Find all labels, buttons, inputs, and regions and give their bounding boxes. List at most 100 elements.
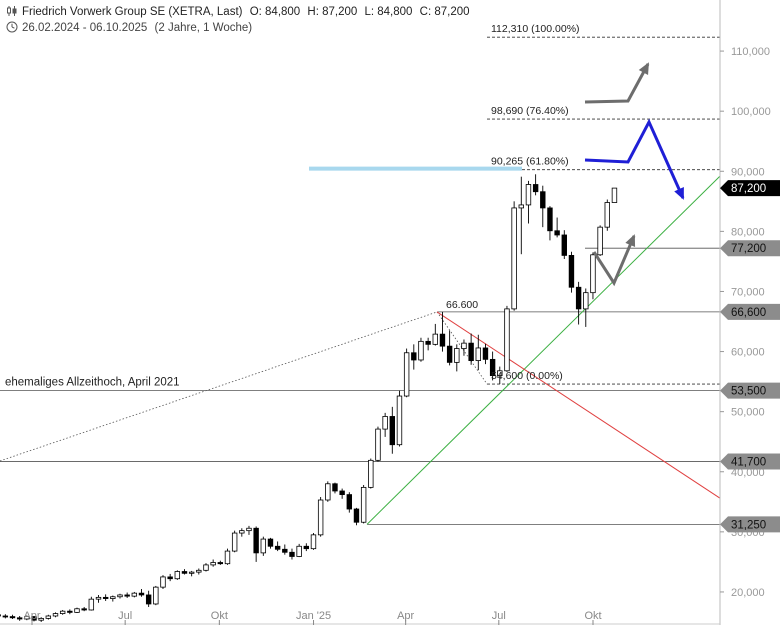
trend-lines xyxy=(0,175,721,525)
candle-up xyxy=(475,347,481,361)
candle-down xyxy=(282,548,288,553)
y-tick-label: 110,000 xyxy=(731,46,770,58)
uptrend-line xyxy=(366,175,721,525)
price-level-badge xyxy=(720,453,780,470)
price-level-label: 41,700 xyxy=(731,457,766,469)
candle-down xyxy=(411,352,417,361)
candle-down xyxy=(468,342,474,361)
candle-up xyxy=(188,571,195,574)
candle-down xyxy=(339,490,345,495)
peak-annotation: 66.600 xyxy=(446,299,478,311)
candle-down xyxy=(167,576,173,580)
candle-up xyxy=(231,532,238,552)
y-tick-label: 90,000 xyxy=(731,166,765,178)
price-level-badge xyxy=(720,303,780,320)
instrument-title: Friedrich Vorwerk Group SE (XETRA, Last) xyxy=(22,6,243,18)
fib-connector-line xyxy=(436,311,488,385)
candle-up xyxy=(203,564,209,571)
candle-up xyxy=(511,207,517,310)
price-level-label: 31,250 xyxy=(731,519,766,531)
candle-up xyxy=(403,352,410,397)
candle-up xyxy=(95,596,102,600)
candle-down xyxy=(181,571,188,574)
x-tick-label: Apr xyxy=(23,610,40,622)
x-tick-label: Okt xyxy=(584,610,601,622)
ath-annotation: ehemaliges Allzeithoch, April 2021 xyxy=(5,377,180,389)
candle-up xyxy=(518,204,524,209)
high-value: H: 87,200 xyxy=(307,6,358,18)
fibonacci-label: 112,310 (100.00%) xyxy=(491,23,580,35)
date-range: 26.02.2024 - 06.10.2025 xyxy=(22,22,148,34)
y-tick-label: 40,000 xyxy=(731,467,765,479)
candle-up xyxy=(296,545,302,557)
candle-down xyxy=(346,494,353,510)
candle-up xyxy=(497,370,503,377)
price-level-badge xyxy=(720,382,780,399)
price-axis: 20,00030,00040,00050,00060,00070,00080,0… xyxy=(719,0,780,625)
y-tick-label: 20,000 xyxy=(731,587,765,599)
candle-up xyxy=(110,596,116,599)
candle-down xyxy=(489,358,496,377)
candle-up xyxy=(382,416,388,430)
candle-up xyxy=(360,486,367,523)
price-level-badge xyxy=(720,516,780,533)
candle-down xyxy=(547,207,553,232)
candle-down xyxy=(554,230,560,236)
candle-down xyxy=(2,615,9,618)
candle-up xyxy=(174,571,181,580)
y-tick-label: 70,000 xyxy=(731,286,765,298)
candle-down xyxy=(561,234,567,256)
gray-upside-arrow xyxy=(584,63,650,104)
y-tick-label: 60,000 xyxy=(731,347,765,359)
x-tick-label: Apr xyxy=(397,610,414,622)
candle-up xyxy=(88,598,95,611)
downtrend-line xyxy=(436,311,721,499)
last-price-label: 87,200 xyxy=(731,183,766,195)
price-level-label: 66,600 xyxy=(731,307,766,319)
candle-down xyxy=(16,617,23,620)
candlestick-series xyxy=(0,174,618,622)
candle-up xyxy=(224,550,231,565)
candle-up xyxy=(504,308,510,372)
open-value: O: 84,800 xyxy=(249,6,301,18)
candle-down xyxy=(389,416,396,446)
fibonacci-label: 98,690 (76.40%) xyxy=(491,105,569,117)
close-value: C: 87,200 xyxy=(419,6,470,18)
candle-up xyxy=(117,594,123,598)
candle-up xyxy=(210,562,216,566)
candle-down xyxy=(253,527,259,554)
candle-down xyxy=(67,610,73,613)
candle-down xyxy=(102,596,109,599)
candle-down xyxy=(482,347,489,360)
candle-down xyxy=(303,545,310,550)
candle-up xyxy=(38,617,44,621)
gray-rebound-arrow xyxy=(592,235,636,287)
candle-up xyxy=(375,428,381,461)
blue-scenario-arrow-head xyxy=(674,187,684,200)
candle-down xyxy=(575,286,582,310)
candle-down xyxy=(439,333,446,347)
candle-up xyxy=(260,538,267,554)
candle-up xyxy=(52,613,59,617)
candle-up xyxy=(525,184,532,206)
scenario-arrows xyxy=(584,62,685,287)
candle-down xyxy=(81,608,87,611)
low-value: L: 84,800 xyxy=(364,6,413,18)
candle-down xyxy=(446,345,453,363)
candle-down xyxy=(532,184,539,193)
fibonacci-label: 54,600 (0.00%) xyxy=(491,370,563,382)
candle-up xyxy=(45,615,52,619)
candle-down xyxy=(124,594,130,597)
gray-upside-arrow-head xyxy=(638,62,649,75)
candle-up xyxy=(160,576,166,588)
fibonacci-label: 90,265 (61.80%) xyxy=(491,156,569,168)
candle-down xyxy=(267,538,274,547)
candle-up xyxy=(583,292,589,310)
candle-up xyxy=(454,348,460,363)
y-tick-label: 80,000 xyxy=(731,226,765,238)
blue-scenario-arrow xyxy=(584,118,685,199)
candle-up xyxy=(131,592,138,597)
x-tick-label: Okt xyxy=(211,610,228,622)
x-tick-label: Jul xyxy=(118,610,132,622)
